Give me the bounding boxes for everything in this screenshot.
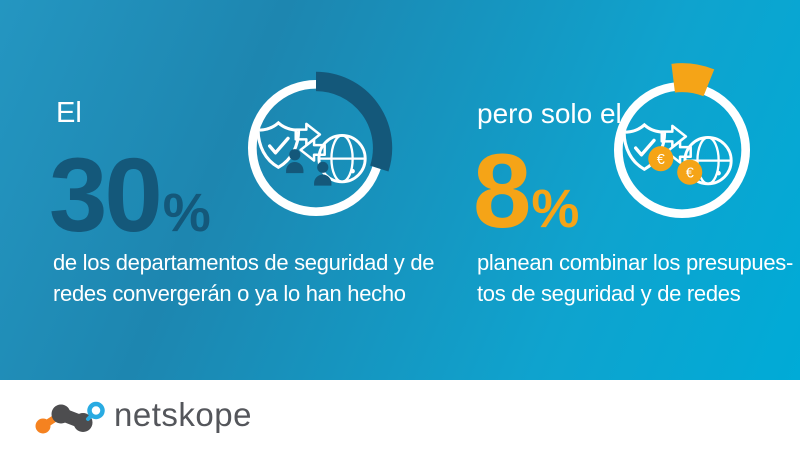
left-stat-prefix: El [56,97,82,129]
left-stat-description: de los departamentos de seguridad y de r… [53,247,435,309]
right-donut-chart: € € [600,63,764,232]
left-stat-percent-sign: % [162,183,211,243]
left-stat-description-line2: redes convergerán o ya lo han hecho [53,281,406,306]
person-icon [314,161,332,186]
brand-wordmark: netskope [114,396,252,433]
globe-icon [317,134,367,184]
euro-coin-icon: € [677,159,703,185]
right-donut-accent-arc [671,63,715,97]
right-stat-description-line2: tos de seguridad y de redes [477,281,741,306]
right-stat-description-line1: planean combinar los presupues- [477,250,794,275]
logo-teal-ring-icon [87,401,105,419]
footer-brand-band: netskope [0,380,800,449]
svg-text:€: € [657,152,665,168]
right-stat-number: 8 % [473,139,579,244]
left-stat-value: 30 [49,137,163,254]
right-stat-percent-sign: % [531,179,580,239]
shield-check-icon [256,120,301,170]
globe-dot-icon [716,170,721,176]
right-stat-prefix: pero solo el [477,98,622,129]
euro-coin-icon: € [648,146,674,172]
teal-gradient-background: El 30 % de los departamentos de segurida… [0,0,800,380]
right-stat-description: planean combinar los presupues- tos de s… [477,247,793,309]
person-icon [286,149,304,174]
left-donut-accent-arc [315,71,393,172]
left-stat-description-line1: de los departamentos de seguridad y de [53,250,435,275]
logo-orange-node-icon [35,418,51,433]
netskope-logo-mark [35,401,105,433]
logo-gray-node-icon [51,404,71,423]
svg-text:€: € [686,165,694,181]
left-stat-number: 30 % [49,143,211,248]
right-stat-value: 8 [473,133,531,250]
left-donut-chart [234,66,398,230]
shield-check-icon [622,122,667,172]
globe-dot-icon [350,168,355,174]
